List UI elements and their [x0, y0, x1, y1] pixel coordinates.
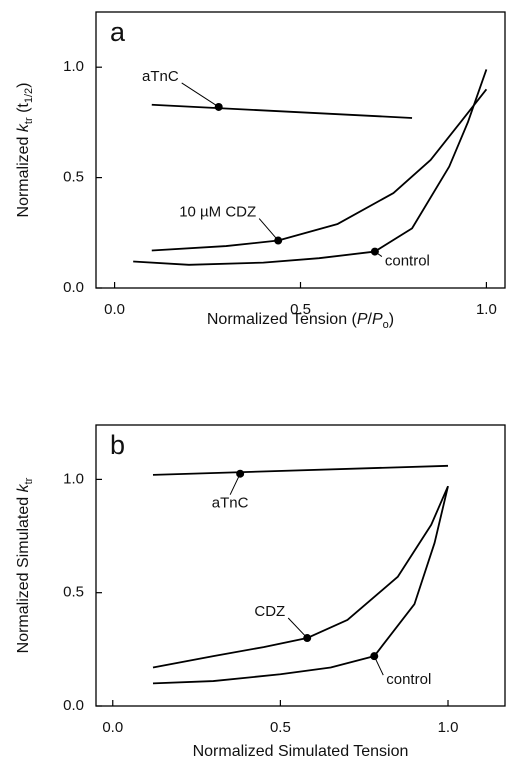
x-tick-label: 0.0	[102, 719, 123, 736]
y-axis-label: Normalized ktr (t1/2)	[15, 83, 35, 218]
y-axis-label: Normalized Simulated ktr	[15, 477, 35, 653]
series-label: 10 µM CDZ	[179, 203, 256, 220]
label-part: k	[15, 123, 32, 132]
leader-line	[258, 218, 279, 241]
series-line	[152, 485, 449, 685]
x-axis-label: Normalized Tension (P/Po)	[207, 311, 394, 331]
series-dot	[370, 652, 379, 661]
series-label: aTnC	[212, 495, 249, 512]
label-part: tr	[23, 117, 35, 124]
series-line	[151, 88, 488, 252]
label-part: tr	[23, 477, 35, 484]
label-part: )	[15, 83, 32, 88]
leader-line	[181, 82, 219, 108]
x-tick-label: 0.0	[104, 301, 125, 318]
series-dot	[274, 236, 283, 245]
y-tick-label: 0.5	[63, 584, 84, 601]
y-tick-label: 1.0	[63, 470, 84, 487]
y-tick-label: 0.0	[63, 279, 84, 296]
series-label: aTnC	[142, 68, 179, 85]
label-part: /	[368, 311, 373, 328]
x-tick-label: 0.5	[290, 301, 311, 318]
plot-frame	[95, 11, 506, 289]
series-dot	[214, 102, 223, 111]
label-part: (t	[15, 103, 32, 118]
label-part: o	[383, 319, 389, 331]
leader-line	[287, 617, 308, 639]
series-label: CDZ	[254, 603, 285, 620]
series-dot	[236, 469, 245, 478]
series-dot	[303, 634, 312, 643]
label-part: P	[372, 311, 383, 328]
series-dot	[370, 247, 379, 256]
x-axis-label: Normalized Simulated Tension	[193, 743, 409, 760]
label-part: 1/2	[23, 88, 35, 103]
series-line	[151, 103, 413, 119]
series-line	[133, 69, 488, 266]
label-part: k	[15, 483, 32, 492]
label-part: )	[389, 311, 394, 328]
y-tick-label: 1.0	[63, 58, 84, 75]
label-part: P	[357, 311, 368, 328]
plot-frame	[95, 424, 506, 707]
x-tick-label: 0.5	[270, 719, 291, 736]
panel-letter: a	[110, 17, 126, 47]
x-tick-label: 1.0	[438, 719, 459, 736]
label-part: Normalized Simulated	[15, 492, 32, 653]
label-part: Normalized	[15, 132, 32, 217]
series-label: control	[386, 671, 431, 688]
y-tick-label: 0.5	[63, 169, 84, 186]
series-line	[152, 485, 449, 669]
label-part: Normalized Simulated Tension	[193, 743, 409, 760]
series-label: control	[385, 253, 430, 270]
y-tick-label: 0.0	[63, 697, 84, 714]
label-part: Normalized Tension (	[207, 311, 358, 328]
x-tick-label: 1.0	[476, 301, 497, 318]
series-line	[152, 464, 449, 476]
panel-letter: b	[110, 430, 125, 460]
